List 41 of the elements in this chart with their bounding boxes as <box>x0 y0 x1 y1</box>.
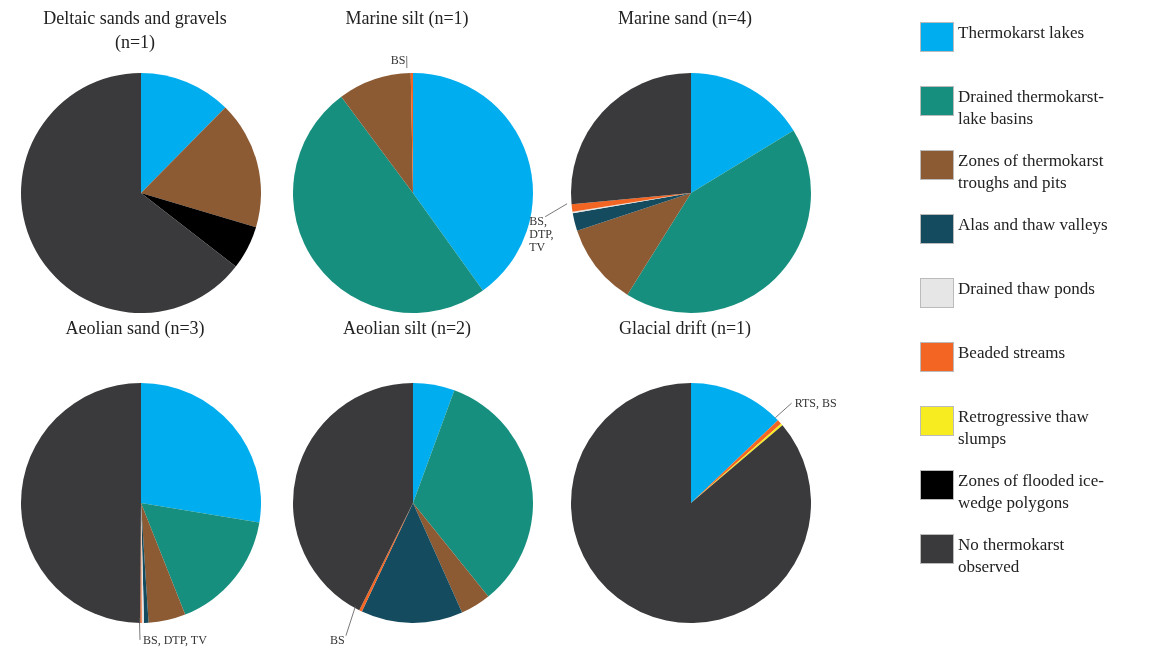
legend-label: No thermokarst observed <box>958 534 1066 578</box>
pie-slice <box>413 383 455 503</box>
text: BS <box>390 53 406 68</box>
pie-slice <box>21 73 236 313</box>
pie-slice <box>141 383 261 523</box>
pie-slice <box>572 193 691 231</box>
pie-slice <box>21 383 141 623</box>
pie-slice <box>141 73 226 193</box>
legend-label: Alas and thaw valleys <box>958 214 1109 236</box>
legend-label: Beaded streams <box>958 342 1067 364</box>
chart-title: Marine sand (n=4) <box>616 7 754 30</box>
legend-label: Zones of thermokarst troughs and pits <box>958 150 1105 194</box>
chart-title: Glacial drift (n=1) <box>617 317 753 340</box>
pie-slice <box>413 503 489 613</box>
pie-slice <box>141 193 257 267</box>
text: RTS, BS <box>794 396 837 411</box>
pie-slice <box>341 73 413 193</box>
pie-slice <box>361 503 463 623</box>
legend-label: Drained thaw ponds <box>958 278 1096 300</box>
text: BS, DTP, TV <box>529 213 554 254</box>
pie-slice <box>293 96 483 313</box>
legend-label: Thermokarst lakes <box>958 22 1086 44</box>
legend-label: Zones of flooded ice-wedge polygons <box>958 470 1105 514</box>
chart-title: Aeolian silt (n=2) <box>341 317 473 340</box>
chart-title: Deltaic sands and gravels (n=1) <box>42 7 228 54</box>
text: BS, DTP, TV <box>143 632 208 647</box>
pie-slice <box>571 73 691 205</box>
pie-slice <box>141 503 186 623</box>
chart-title: Aeolian sand (n=3) <box>64 317 206 340</box>
pie-slice <box>627 130 811 313</box>
chart-title: Marine silt (n=1) <box>344 7 470 30</box>
pie-slice <box>141 503 260 615</box>
pie-slice <box>691 383 778 503</box>
pie-slice <box>293 383 413 611</box>
legend-label: Retrogressive thaw slumps <box>958 406 1090 450</box>
legend-label: Drained thermokarst-lake basins <box>958 86 1105 130</box>
pie-slice <box>413 390 533 597</box>
pie-slice <box>691 73 794 193</box>
pie-slice <box>577 193 691 295</box>
text: BS <box>329 632 345 647</box>
pie-slice <box>141 107 261 228</box>
